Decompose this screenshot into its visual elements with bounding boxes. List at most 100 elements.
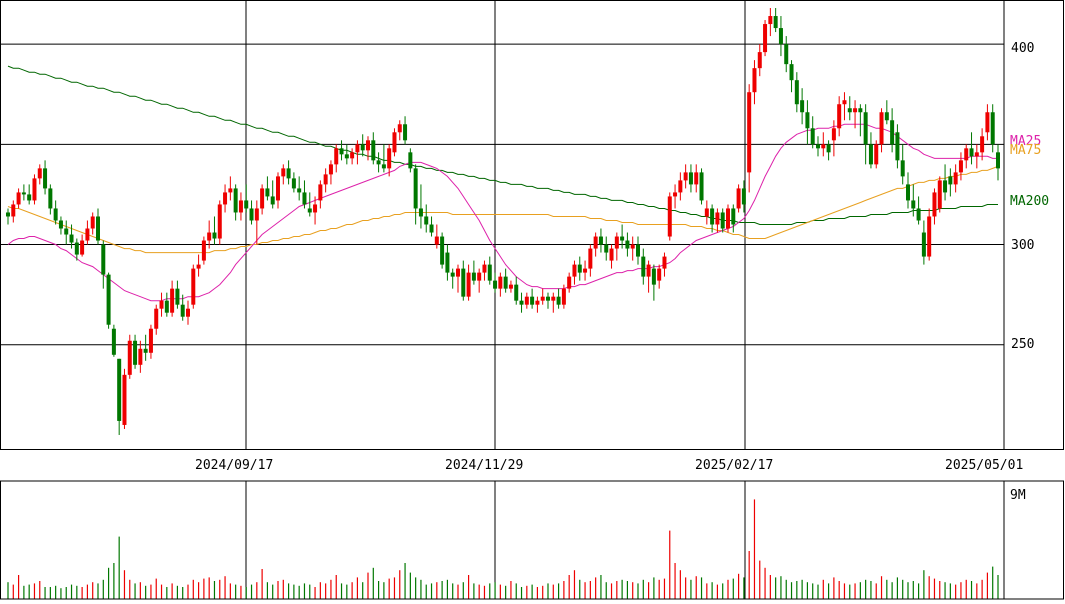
candle [466, 264, 471, 301]
candle [916, 196, 921, 225]
candle [387, 144, 392, 177]
candle [403, 116, 408, 145]
candle-body [667, 196, 672, 237]
candle [847, 96, 852, 121]
candle-body [461, 268, 466, 297]
candle-body [895, 132, 900, 161]
candle-body [90, 216, 95, 229]
candle-body [662, 256, 667, 269]
candle-body [974, 152, 979, 157]
candle [482, 260, 487, 281]
candle-body [265, 188, 270, 197]
candle [863, 104, 868, 165]
candle-body [434, 236, 439, 245]
candle [233, 184, 238, 221]
candle-body [831, 128, 836, 141]
candle-body [636, 244, 640, 257]
candle [794, 72, 799, 113]
candle-body [694, 172, 699, 185]
candle [932, 188, 937, 225]
candle-body [699, 172, 704, 201]
candle-body [736, 188, 741, 209]
candle [958, 152, 963, 181]
candle [16, 188, 21, 209]
candle [720, 208, 725, 233]
candle-body [556, 296, 561, 305]
candle-body [207, 232, 212, 241]
candle [768, 8, 773, 37]
price-grid [0, 0, 1004, 599]
candle [641, 248, 646, 285]
candle [726, 204, 730, 233]
candle [911, 184, 916, 217]
candle [323, 168, 328, 193]
candle [620, 224, 625, 249]
candle-body [43, 168, 48, 189]
candle-body [148, 328, 153, 353]
candle [821, 132, 826, 157]
candle-body [27, 194, 32, 201]
candle-body [101, 244, 106, 275]
candle [678, 172, 683, 201]
candle [980, 128, 985, 161]
candle [11, 200, 16, 223]
candle-body [778, 28, 783, 45]
candle-body [313, 204, 318, 213]
candle-body [519, 300, 524, 305]
candle [297, 176, 302, 201]
candle [837, 96, 842, 137]
candle [186, 300, 190, 325]
candle [334, 144, 339, 173]
candle-body [16, 192, 21, 205]
candle-body [159, 300, 164, 309]
candle [111, 324, 116, 357]
candle-body [683, 172, 688, 181]
candle [286, 160, 291, 185]
candle-body [858, 108, 863, 113]
candle [969, 132, 974, 165]
candle [890, 108, 895, 153]
candle-body [6, 212, 10, 217]
candle-body [450, 272, 455, 277]
candle-body [164, 300, 169, 313]
candle-body [74, 242, 79, 255]
candle-body [752, 68, 757, 93]
candle-body [21, 192, 26, 195]
candle [101, 240, 106, 289]
candle-body [180, 304, 185, 317]
candle-body [726, 208, 730, 229]
candle [636, 236, 640, 265]
candle [175, 280, 180, 309]
candle [985, 104, 990, 141]
candle-body [593, 236, 598, 249]
candle-body [286, 168, 291, 179]
candle [302, 180, 307, 209]
candle-body [111, 328, 116, 355]
candle-body [535, 300, 540, 305]
candle-body [376, 160, 381, 165]
candle [58, 216, 63, 235]
candle [143, 334, 148, 361]
candle [191, 264, 196, 309]
candle-body [80, 240, 85, 255]
candle [741, 180, 746, 213]
candle [90, 212, 95, 235]
candle-body [561, 288, 566, 305]
candle-body [604, 244, 609, 253]
candle [450, 268, 455, 289]
candle [937, 176, 942, 213]
ma200-line [7, 65, 998, 225]
price-axis-labels: 400 300 250 [1011, 41, 1034, 352]
candle-body [392, 132, 397, 153]
candle [424, 204, 429, 233]
candle [440, 232, 445, 269]
candle-body [138, 348, 143, 365]
candle-body [932, 192, 937, 217]
candle-body [853, 108, 858, 113]
candle [704, 200, 709, 225]
candle [96, 208, 100, 245]
candle [376, 152, 381, 173]
candle [27, 184, 32, 205]
candle-body [487, 264, 492, 281]
candle [223, 184, 228, 213]
